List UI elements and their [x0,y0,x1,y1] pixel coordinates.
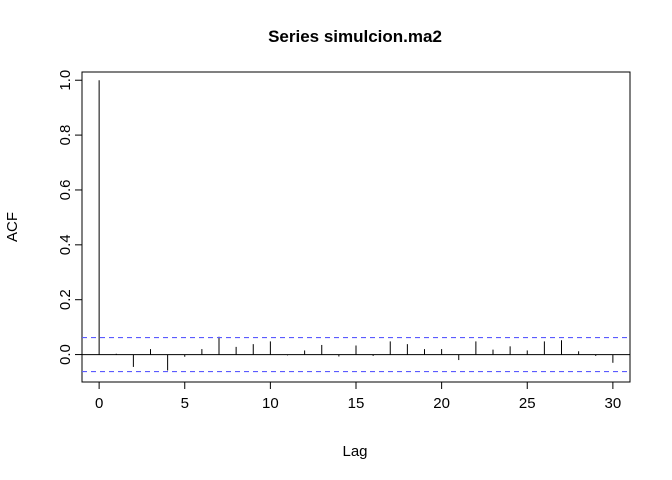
y-tick-label: 1.0 [57,70,74,91]
x-tick-label: 25 [519,395,536,412]
x-axis-label: Lag [342,443,367,460]
y-tick-label: 0.8 [57,125,74,146]
y-tick-label: 0.0 [57,344,74,365]
confidence-bands [82,336,630,373]
x-tick-label: 5 [181,395,189,412]
y-axis-label: ACF [4,212,21,242]
y-tick-label: 0.2 [57,289,74,310]
y-tick-label: 0.6 [57,180,74,201]
x-tick-label: 10 [262,395,279,412]
plot-frame [81,71,631,383]
chart-title: Series simulcion.ma2 [268,27,442,46]
y-tick-label: 0.4 [57,234,74,255]
x-axis: 0 5 10 15 20 25 30 [95,381,622,412]
x-tick-label: 15 [348,395,365,412]
x-tick-label: 0 [95,395,103,412]
x-tick-label: 30 [605,395,622,412]
y-axis: 0.0 0.2 0.4 0.6 0.8 1.0 [57,70,83,365]
x-tick-label: 20 [433,395,450,412]
acf-bars [82,80,630,371]
